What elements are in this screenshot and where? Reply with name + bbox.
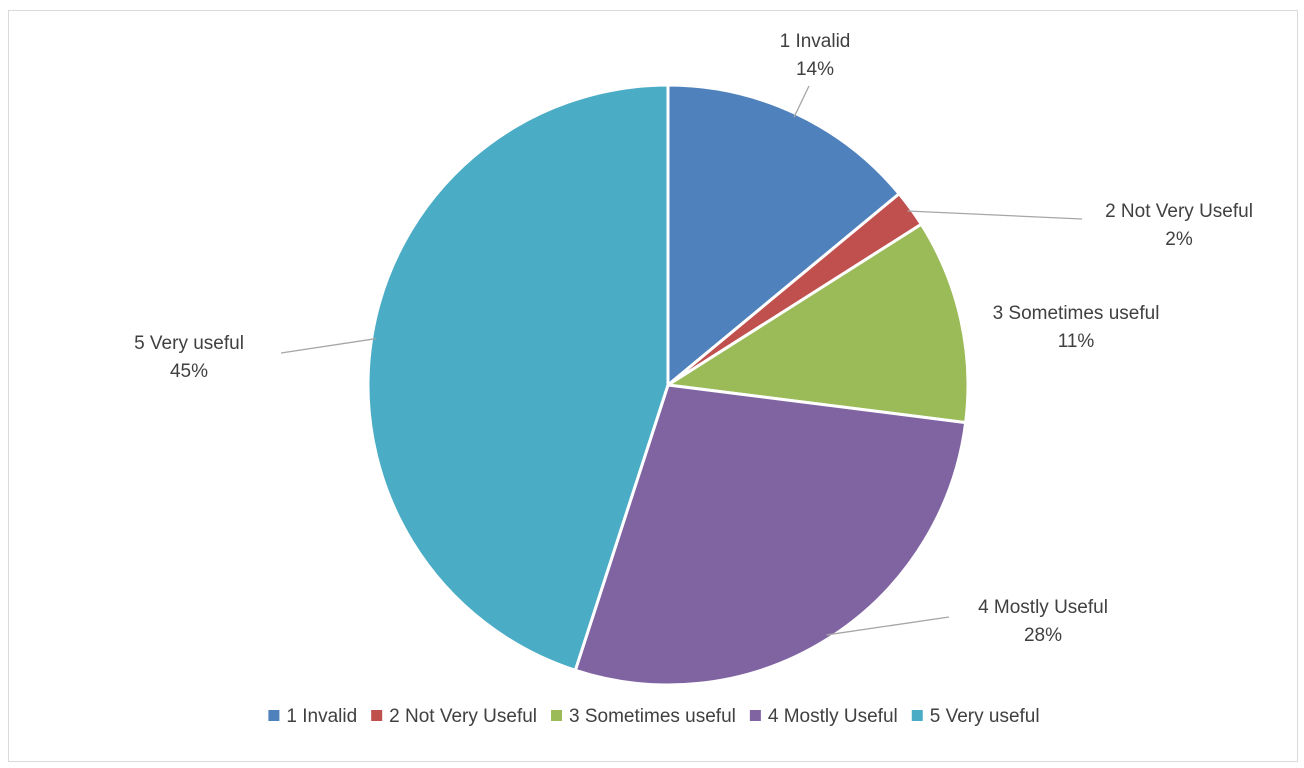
data-label-category-2-not-very-useful: 2 Not Very Useful xyxy=(1105,201,1253,222)
data-labels: 1 Invalid 14% 2 Not Very Useful 2% 3 Sometim… xyxy=(134,31,1253,646)
legend-label-5-very-useful: 5 Very useful xyxy=(930,706,1040,727)
leader-lines xyxy=(280,85,1083,636)
data-label-value-5-very-useful: 45% xyxy=(170,361,208,382)
leader-line-5-very-useful xyxy=(280,338,376,354)
legend-label-3-sometimes-useful: 3 Sometimes useful xyxy=(569,706,736,727)
chart-frame: 1 Invalid 14% 2 Not Very Useful 2% 3 Sometim… xyxy=(8,10,1298,762)
pie-slice-5-very-useful xyxy=(366,83,670,672)
pie-chart: 1 Invalid 14% 2 Not Very Useful 2% 3 Sometim… xyxy=(134,31,1253,727)
data-label-category-5-very-useful: 5 Very useful xyxy=(134,333,244,354)
legend: 1 Invalid 2 Not Very Useful 3 Sometimes us… xyxy=(268,706,1040,727)
data-label-value-2-not-very-useful: 2% xyxy=(1165,229,1193,250)
leader-line-4-mostly-useful xyxy=(826,616,950,636)
pie-slice-3-sometimes-useful xyxy=(666,222,970,425)
data-label-value-1-invalid: 14% xyxy=(796,59,834,80)
leader-line-2-not-very-useful xyxy=(907,210,1083,220)
legend-label-1-invalid: 1 Invalid xyxy=(286,706,357,727)
legend-swatch-5-very-useful xyxy=(911,710,923,721)
data-label-category-1-invalid: 1 Invalid xyxy=(780,31,851,52)
legend-swatch-3-sometimes-useful xyxy=(551,710,563,721)
data-label-value-4-mostly-useful: 28% xyxy=(1024,625,1062,646)
pie-slice-4-mostly-useful xyxy=(573,383,968,687)
leader-line-1-invalid xyxy=(793,85,810,118)
pie-slices xyxy=(366,83,970,687)
legend-swatch-4-mostly-useful xyxy=(749,710,761,721)
legend-swatch-2-not-very-useful xyxy=(371,710,383,721)
data-label-category-3-sometimes-useful: 3 Sometimes useful xyxy=(993,303,1160,324)
data-label-category-4-mostly-useful: 4 Mostly Useful xyxy=(978,597,1108,618)
legend-swatch-1-invalid xyxy=(268,710,280,721)
legend-label-2-not-very-useful: 2 Not Very Useful xyxy=(389,706,537,727)
legend-label-4-mostly-useful: 4 Mostly Useful xyxy=(768,706,898,727)
data-label-value-3-sometimes-useful: 11% xyxy=(1058,331,1095,352)
